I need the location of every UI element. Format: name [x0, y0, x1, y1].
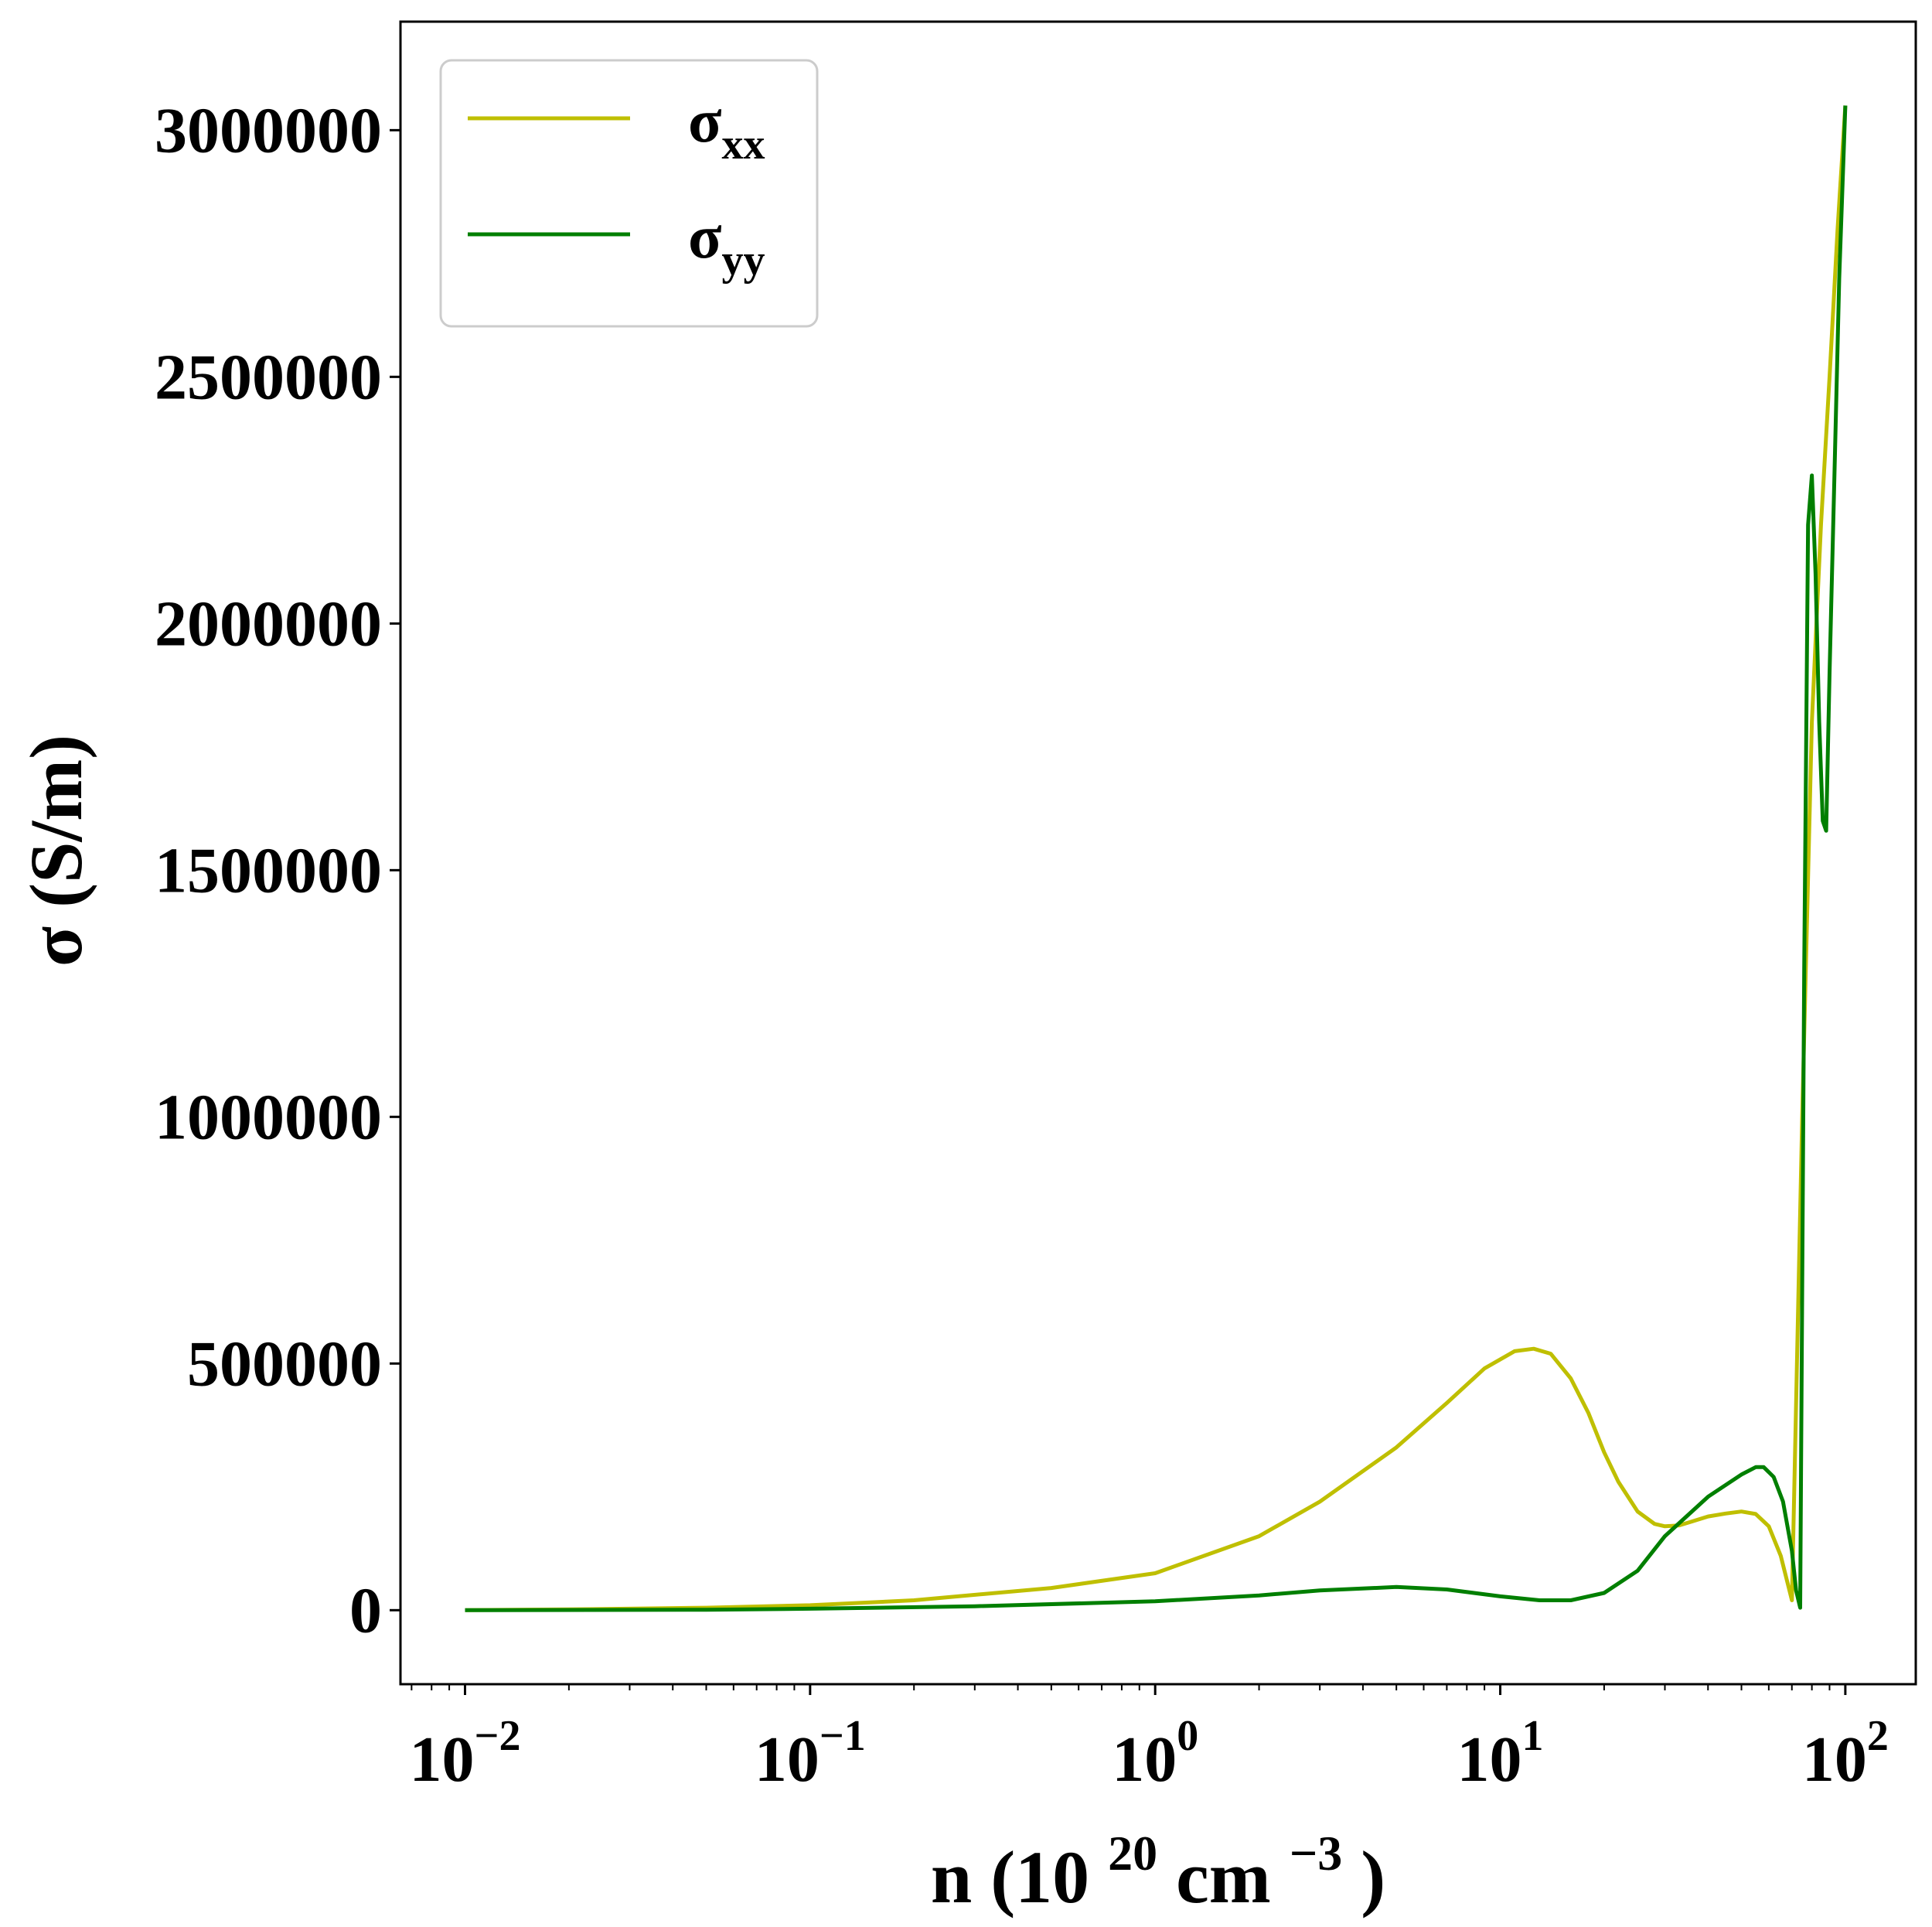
y-tick-label: 3000000 [155, 94, 382, 166]
legend-box [439, 59, 819, 328]
y-tick-label: 0 [349, 1574, 382, 1646]
x-tick-label: 100 [1112, 1712, 1198, 1796]
x-tick-label-exp: 0 [1177, 1712, 1198, 1760]
x-tick-label-base: 10 [755, 1724, 819, 1796]
x-tick-label-base: 10 [1112, 1724, 1177, 1796]
y-tick-label: 1000000 [155, 1081, 382, 1153]
y-tick-label: 2000000 [155, 588, 382, 660]
x-tick-label: 10−1 [755, 1712, 866, 1796]
x-tick-label: 10−2 [410, 1712, 521, 1796]
x-tick-label-base: 10 [1802, 1724, 1867, 1796]
x-axis-label-sup1: 20 [1108, 1826, 1157, 1881]
x-tick-label-base: 10 [410, 1724, 475, 1796]
x-axis-label-sup2: −3 [1290, 1826, 1342, 1881]
series-line-yy [465, 105, 1848, 1612]
y-tick-label: 2500000 [155, 341, 382, 413]
x-tick-label: 101 [1457, 1712, 1544, 1796]
x-tick-label-exp: −2 [475, 1712, 521, 1760]
legend-label-sigma-xx: σxx [688, 87, 765, 169]
y-tick-label: 1500000 [155, 834, 382, 906]
y-axis-label: σ (S/m) [15, 735, 97, 967]
series-line-xx [465, 105, 1848, 1612]
legend-label-sigma-yy-main: σ [688, 203, 722, 271]
y-tick-label: 500000 [187, 1328, 382, 1400]
x-tick-label: 102 [1802, 1712, 1889, 1796]
legend-label-sigma-yy: σyy [688, 203, 765, 285]
legend-label-sigma-yy-sub: yy [722, 237, 765, 285]
x-tick-label-exp: 1 [1522, 1712, 1544, 1760]
legend: σxx σyy [439, 59, 819, 328]
x-axis-label-prefix: n (10 [931, 1836, 1089, 1918]
x-axis-label-suffix: ) [1361, 1836, 1385, 1918]
x-tick-label-base: 10 [1457, 1724, 1522, 1796]
legend-label-sigma-xx-main: σ [688, 87, 722, 155]
x-tick-label-exp: −1 [819, 1712, 866, 1760]
x-axis-label: n (10 20 cm −3 ) [931, 1803, 1385, 1918]
x-axis-label-middle: cm [1176, 1836, 1271, 1918]
series-group [465, 105, 1848, 1612]
plot-frame [399, 20, 1917, 1686]
legend-label-sigma-xx-sub: xx [722, 121, 765, 169]
x-tick-label-exp: 2 [1867, 1712, 1889, 1760]
y-axis: 0 500000 1000000 1500000 2000000 2500000 30000… [155, 94, 400, 1646]
x-axis: 10−2 10−1 100 101 102 [410, 1684, 1889, 1796]
